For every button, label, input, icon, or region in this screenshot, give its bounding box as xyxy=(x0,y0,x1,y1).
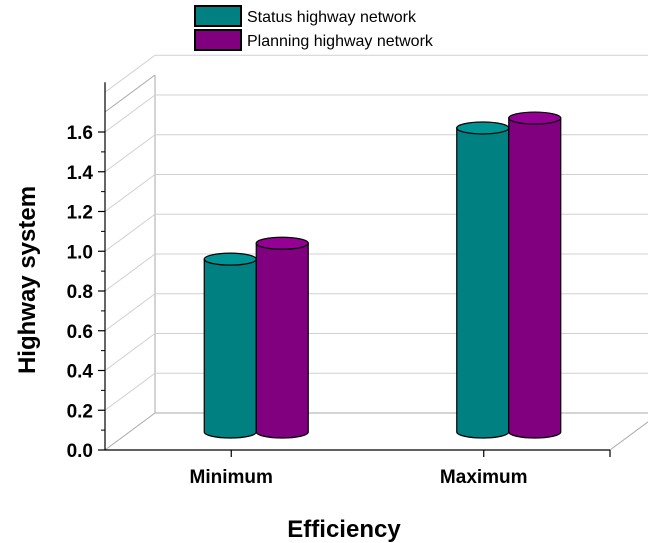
bars xyxy=(203,111,562,439)
bar-top xyxy=(203,252,257,266)
x-axis-title: Efficiency xyxy=(287,516,401,543)
gridline-side-0.4 xyxy=(104,333,156,371)
gridlines xyxy=(104,54,648,411)
bar-body xyxy=(508,117,562,439)
y-tick-label-0.2: 0.2 xyxy=(67,401,93,422)
bar-body xyxy=(456,127,510,439)
gridline-side-0.2 xyxy=(104,372,156,411)
y-axis-title: Highway system xyxy=(14,186,41,374)
bar-body xyxy=(255,242,309,439)
legend: Status highway network Planning highway n… xyxy=(194,5,434,51)
bar-body xyxy=(203,258,257,439)
y-tick-label-1.4: 1.4 xyxy=(67,163,94,184)
y-tick-label-1.2: 1.2 xyxy=(67,203,93,224)
wall-edge-right-floor xyxy=(609,421,648,451)
legend-label-planning: Planning highway network xyxy=(247,33,434,50)
wall-top-left-edge xyxy=(104,74,156,113)
bar-minimum-status xyxy=(203,252,257,439)
y-tick-label-0.4: 0.4 xyxy=(67,362,94,383)
gridline-side-top xyxy=(104,54,156,93)
legend-label-status: Status highway network xyxy=(247,9,417,26)
gridline-side-0.6 xyxy=(104,293,156,332)
y-tick-label-1.6: 1.6 xyxy=(67,123,93,144)
gridline-side-1.4 xyxy=(104,134,156,173)
gridline-side-1.2 xyxy=(104,174,156,212)
y-tick-label-0.8: 0.8 xyxy=(67,282,93,303)
y-tick-label-0.6: 0.6 xyxy=(67,322,93,343)
chart-3d-walls xyxy=(104,74,648,451)
y-tick-label-0.0: 0.0 xyxy=(67,441,93,462)
bar-top xyxy=(255,236,309,250)
y-tick-label-1.0: 1.0 xyxy=(67,242,93,263)
bar-maximum-planning xyxy=(508,111,562,439)
bar-maximum-status xyxy=(456,121,510,439)
chart-axes xyxy=(104,82,610,451)
legend-swatch-status xyxy=(194,5,242,27)
gridline-side-0.8 xyxy=(104,253,156,292)
legend-swatch-planning xyxy=(194,29,242,51)
bar-top xyxy=(508,111,562,125)
x-axis-categories: Minimum Maximum xyxy=(190,450,611,488)
gridline-side-1.6 xyxy=(104,94,156,133)
x-category-label-minimum: Minimum xyxy=(190,467,273,488)
bar-top xyxy=(456,121,510,135)
gridline-side-1.0 xyxy=(104,213,156,252)
y-axis-ticks: 0.0 0.2 0.4 0.6 0.8 1.0 1.2 1.4 1.6 xyxy=(67,123,105,462)
bar-minimum-planning xyxy=(255,236,309,439)
wall-edge-left-floor xyxy=(104,412,156,451)
x-category-label-maximum: Maximum xyxy=(440,467,528,488)
